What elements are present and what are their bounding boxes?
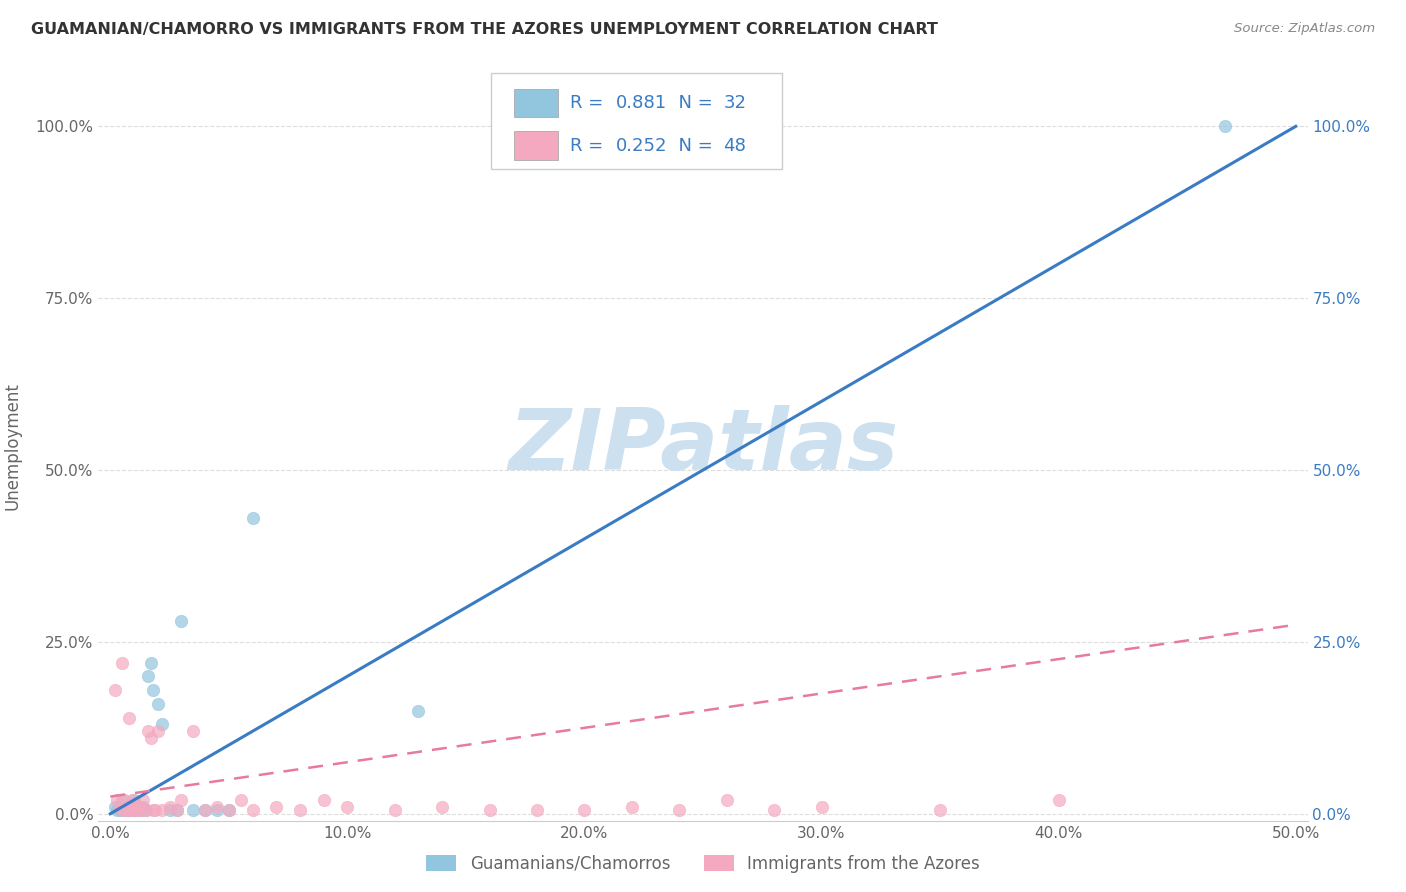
Point [125, 803, 148, 817]
Point [122, 803, 145, 817]
Point [146, 697, 169, 711]
Point [105, 793, 128, 807]
Point [121, 793, 143, 807]
Point [526, 803, 548, 817]
Point [159, 803, 181, 817]
Point [181, 803, 204, 817]
Point [170, 615, 193, 629]
Point [118, 710, 141, 724]
Point [478, 803, 501, 817]
FancyBboxPatch shape [492, 73, 782, 169]
Point [135, 803, 157, 817]
Point [336, 800, 359, 814]
Point [108, 800, 131, 814]
Point [128, 800, 150, 814]
Point [115, 800, 138, 814]
Point [132, 793, 155, 807]
Point [142, 683, 165, 698]
Point [139, 656, 162, 670]
FancyBboxPatch shape [515, 89, 558, 117]
Point [139, 731, 162, 746]
Point [121, 800, 143, 814]
Point [242, 803, 264, 817]
Point [118, 803, 141, 817]
Point [128, 800, 150, 814]
Point [104, 800, 127, 814]
Point [166, 803, 188, 817]
Text: 0.252: 0.252 [616, 136, 668, 154]
Point [242, 511, 264, 525]
Point [166, 803, 188, 817]
Point [142, 803, 165, 817]
Point [122, 793, 145, 807]
Point [288, 803, 311, 817]
Point [111, 793, 134, 807]
Point [108, 803, 131, 817]
Point [136, 669, 159, 683]
Point [668, 803, 690, 817]
Text: N =: N = [666, 95, 718, 112]
Point [218, 803, 240, 817]
Point [218, 803, 240, 817]
Point [129, 803, 152, 817]
Text: 0.881: 0.881 [616, 95, 666, 112]
Point [929, 803, 952, 817]
Point [122, 800, 145, 814]
Point [229, 793, 252, 807]
Point [135, 803, 157, 817]
Text: GUAMANIAN/CHAMORRO VS IMMIGRANTS FROM THE AZORES UNEMPLOYMENT CORRELATION CHART: GUAMANIAN/CHAMORRO VS IMMIGRANTS FROM TH… [31, 22, 938, 37]
Point [1213, 120, 1236, 134]
Point [115, 803, 138, 817]
Text: ZIPatlas: ZIPatlas [508, 404, 898, 488]
Point [132, 800, 155, 814]
Point [194, 803, 217, 817]
Point [620, 800, 643, 814]
Point [194, 803, 217, 817]
Point [181, 724, 204, 739]
Point [1047, 793, 1070, 807]
Point [129, 803, 152, 817]
Text: 32: 32 [724, 95, 747, 112]
Text: 48: 48 [724, 136, 747, 154]
Point [432, 800, 454, 814]
Point [143, 803, 166, 817]
Point [111, 800, 134, 814]
Point [574, 803, 596, 817]
Text: R =: R = [569, 136, 609, 154]
Point [146, 724, 169, 739]
Point [205, 800, 228, 814]
Text: N =: N = [666, 136, 718, 154]
Point [152, 803, 174, 817]
Point [105, 803, 128, 817]
Point [111, 656, 134, 670]
Point [312, 793, 335, 807]
Point [384, 803, 406, 817]
FancyBboxPatch shape [515, 131, 558, 160]
Point [136, 724, 159, 739]
Point [264, 800, 287, 814]
Text: R =: R = [569, 95, 609, 112]
Text: Source: ZipAtlas.com: Source: ZipAtlas.com [1234, 22, 1375, 36]
Point [114, 793, 136, 807]
Point [125, 803, 148, 817]
Point [122, 803, 145, 817]
Point [115, 803, 138, 817]
Point [118, 803, 141, 817]
Point [408, 704, 430, 718]
Point [763, 803, 786, 817]
Point [152, 717, 174, 731]
Point [104, 683, 127, 698]
Y-axis label: Unemployment: Unemployment [4, 382, 21, 510]
Legend: Guamanians/Chamorros, Immigrants from the Azores: Guamanians/Chamorros, Immigrants from th… [420, 848, 986, 880]
Point [716, 793, 738, 807]
Point [159, 800, 181, 814]
Point [111, 803, 134, 817]
Point [810, 800, 832, 814]
Point [170, 793, 193, 807]
Point [114, 803, 136, 817]
Point [205, 803, 228, 817]
